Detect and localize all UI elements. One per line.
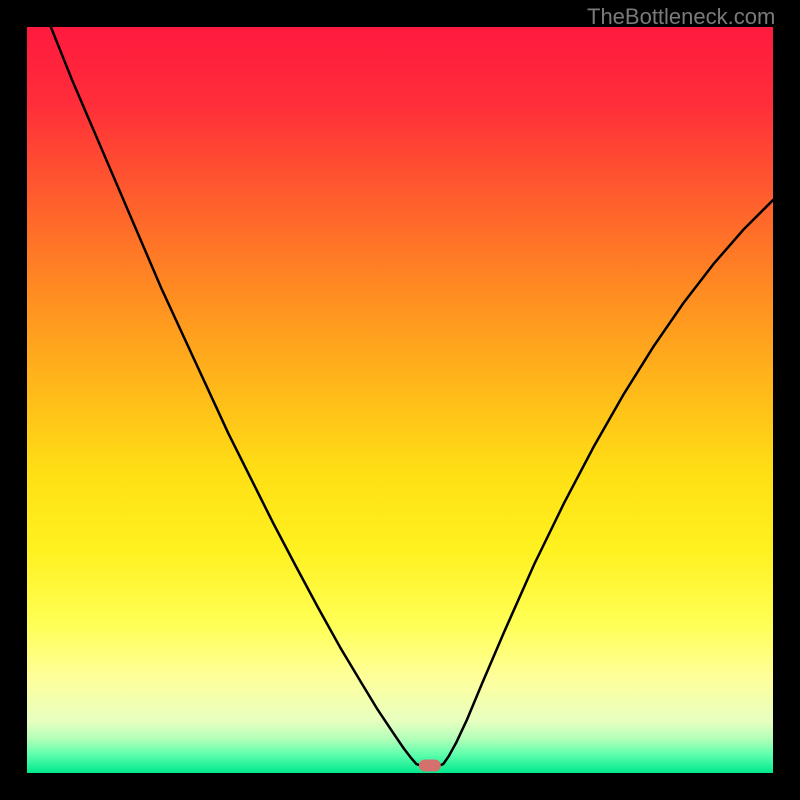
optimal-point-marker <box>419 760 441 772</box>
watermark-text: TheBottleneck.com <box>587 4 775 30</box>
bottleneck-chart <box>0 0 800 800</box>
gradient-background <box>27 27 773 773</box>
